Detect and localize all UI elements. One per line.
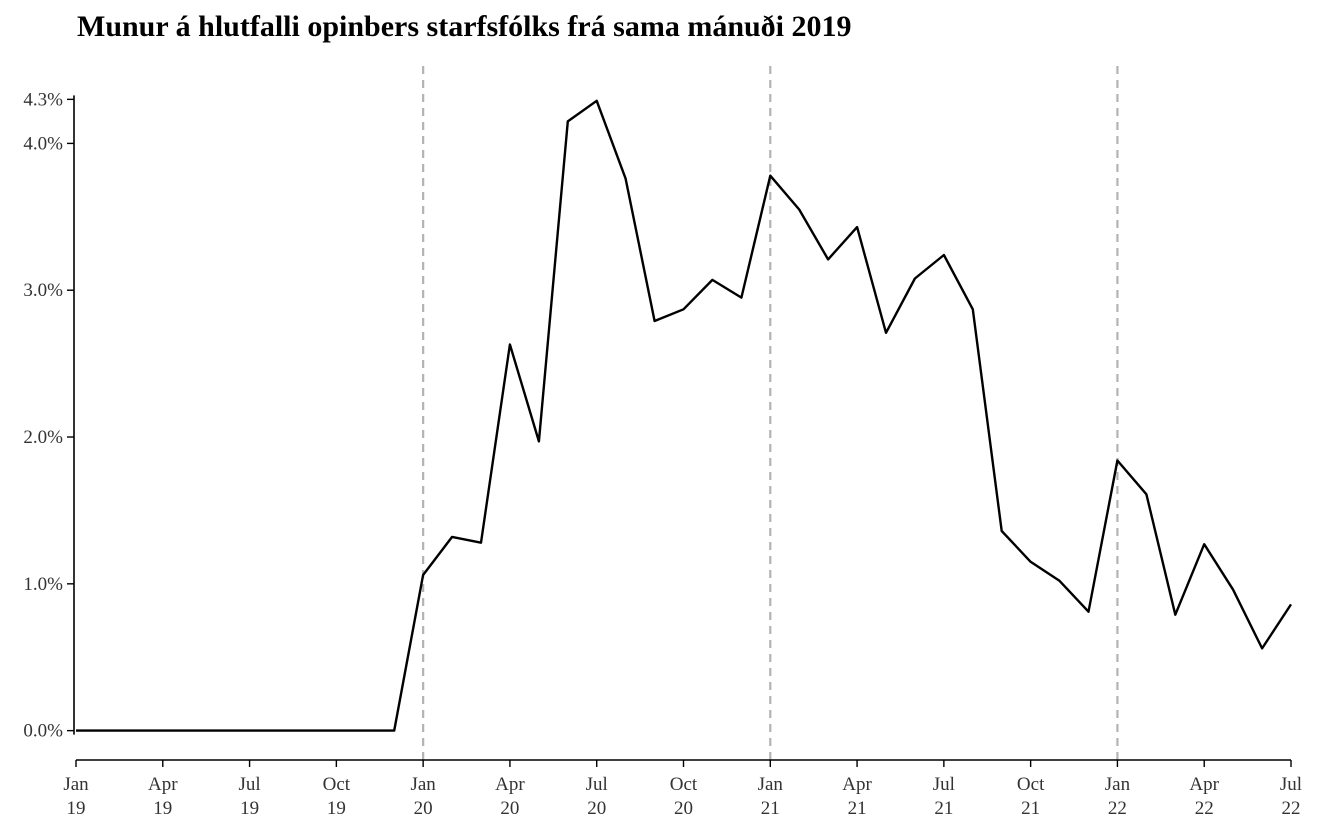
x-tick-label-year: 19 [67,798,86,819]
y-tick-label: 3.0% [23,280,63,301]
y-tick-label: 2.0% [23,427,63,448]
x-tick-label-year: 21 [848,798,867,819]
x-tick-label-month: Oct [670,774,698,795]
x-tick-label-year: 19 [240,798,259,819]
x-tick-label-month: Jan [63,774,89,795]
x-axis: Jan 19 Apr 19 Jul 19 Oct 19 Jan 20 Apr 20 Jul 20 Oct 20… [63,759,1302,819]
x-tick-label-year: 20 [587,798,606,819]
plot-area [76,99,1293,732]
y-tick-label: 4.0% [23,133,63,154]
y-tick-label: 0.0% [23,721,63,742]
x-tick-label-year: 22 [1195,798,1214,819]
series-line-0 [76,99,1293,732]
y-tick-label: 1.0% [23,574,63,595]
x-tick-label-year: 19 [153,798,172,819]
x-tick-label-month: Jul [238,774,260,795]
x-tick-label-month: Jul [1280,774,1302,795]
x-tick-label-month: Apr [1189,774,1219,795]
x-tick-label-month: Jul [586,774,608,795]
x-tick-label-month: Apr [148,774,178,795]
x-tick-label-year: 20 [674,798,693,819]
x-tick-label-year: 21 [1021,798,1040,819]
x-tick-label-month: Jan [1105,774,1131,795]
chart-title: Munur á hlutfalli opinbers starfsfólks f… [77,10,852,43]
x-tick-label-year: 21 [934,798,953,819]
y-axis: 0.0% 1.0% 2.0% 3.0% 4.0% 4.3% [23,89,75,742]
x-tick-label-month: Jan [410,774,436,795]
reference-lines [422,66,1119,760]
x-tick-label-month: Apr [495,774,525,795]
x-tick-label-year: 19 [327,798,346,819]
x-tick-label-month: Oct [323,774,351,795]
x-tick-label-month: Jan [758,774,784,795]
x-tick-label-year: 21 [761,798,780,819]
x-tick-label-month: Oct [1017,774,1045,795]
x-tick-label-year: 20 [414,798,433,819]
x-tick-label-year: 20 [500,798,519,819]
x-tick-label-year: 22 [1282,798,1301,819]
y-tick-label: 4.3% [23,89,63,110]
x-tick-label-month: Apr [842,774,872,795]
x-tick-label-year: 22 [1108,798,1127,819]
x-tick-label-month: Jul [933,774,955,795]
